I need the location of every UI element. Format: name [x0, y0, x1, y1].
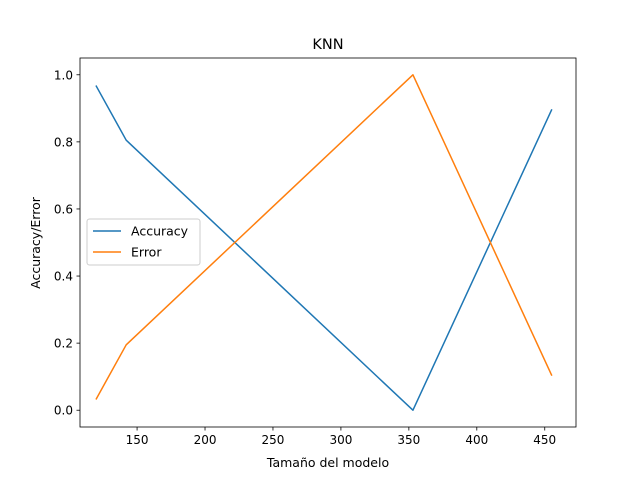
- chart-title: KNN: [312, 37, 343, 53]
- y-tick-label: 0.6: [54, 202, 73, 216]
- x-tick-label: 250: [262, 433, 285, 447]
- axes-frame: [79, 57, 577, 428]
- y-tick-label: 0.8: [54, 135, 73, 149]
- y-axis-label: Accuracy/Error: [28, 196, 43, 289]
- y-tick-label: 0.4: [54, 270, 73, 284]
- y-tick-label: 1.0: [54, 68, 73, 82]
- x-tick-label: 200: [194, 433, 217, 447]
- series-line-error: [95, 74, 553, 400]
- legend-label-accuracy: Accuracy: [131, 224, 189, 239]
- x-tick-label: 350: [397, 433, 420, 447]
- x-tick-label: 150: [126, 433, 149, 447]
- series-line-accuracy: [95, 85, 553, 411]
- legend-label-error: Error: [131, 245, 162, 260]
- legend: Accuracy Error: [86, 218, 201, 266]
- x-tick-label: 400: [465, 433, 488, 447]
- plot-area: [79, 57, 577, 428]
- x-axis-label: Tamaño del modelo: [266, 455, 389, 470]
- y-tick-label: 0.0: [54, 404, 73, 418]
- y-tick-label: 0.2: [54, 337, 73, 351]
- x-tick-label: 300: [329, 433, 352, 447]
- x-tick-label: 450: [533, 433, 556, 447]
- axis-ticks: 150 200 250 300 350 400 450 0.0 0.2 0.4 0.6 0.8 1.0: [54, 68, 556, 447]
